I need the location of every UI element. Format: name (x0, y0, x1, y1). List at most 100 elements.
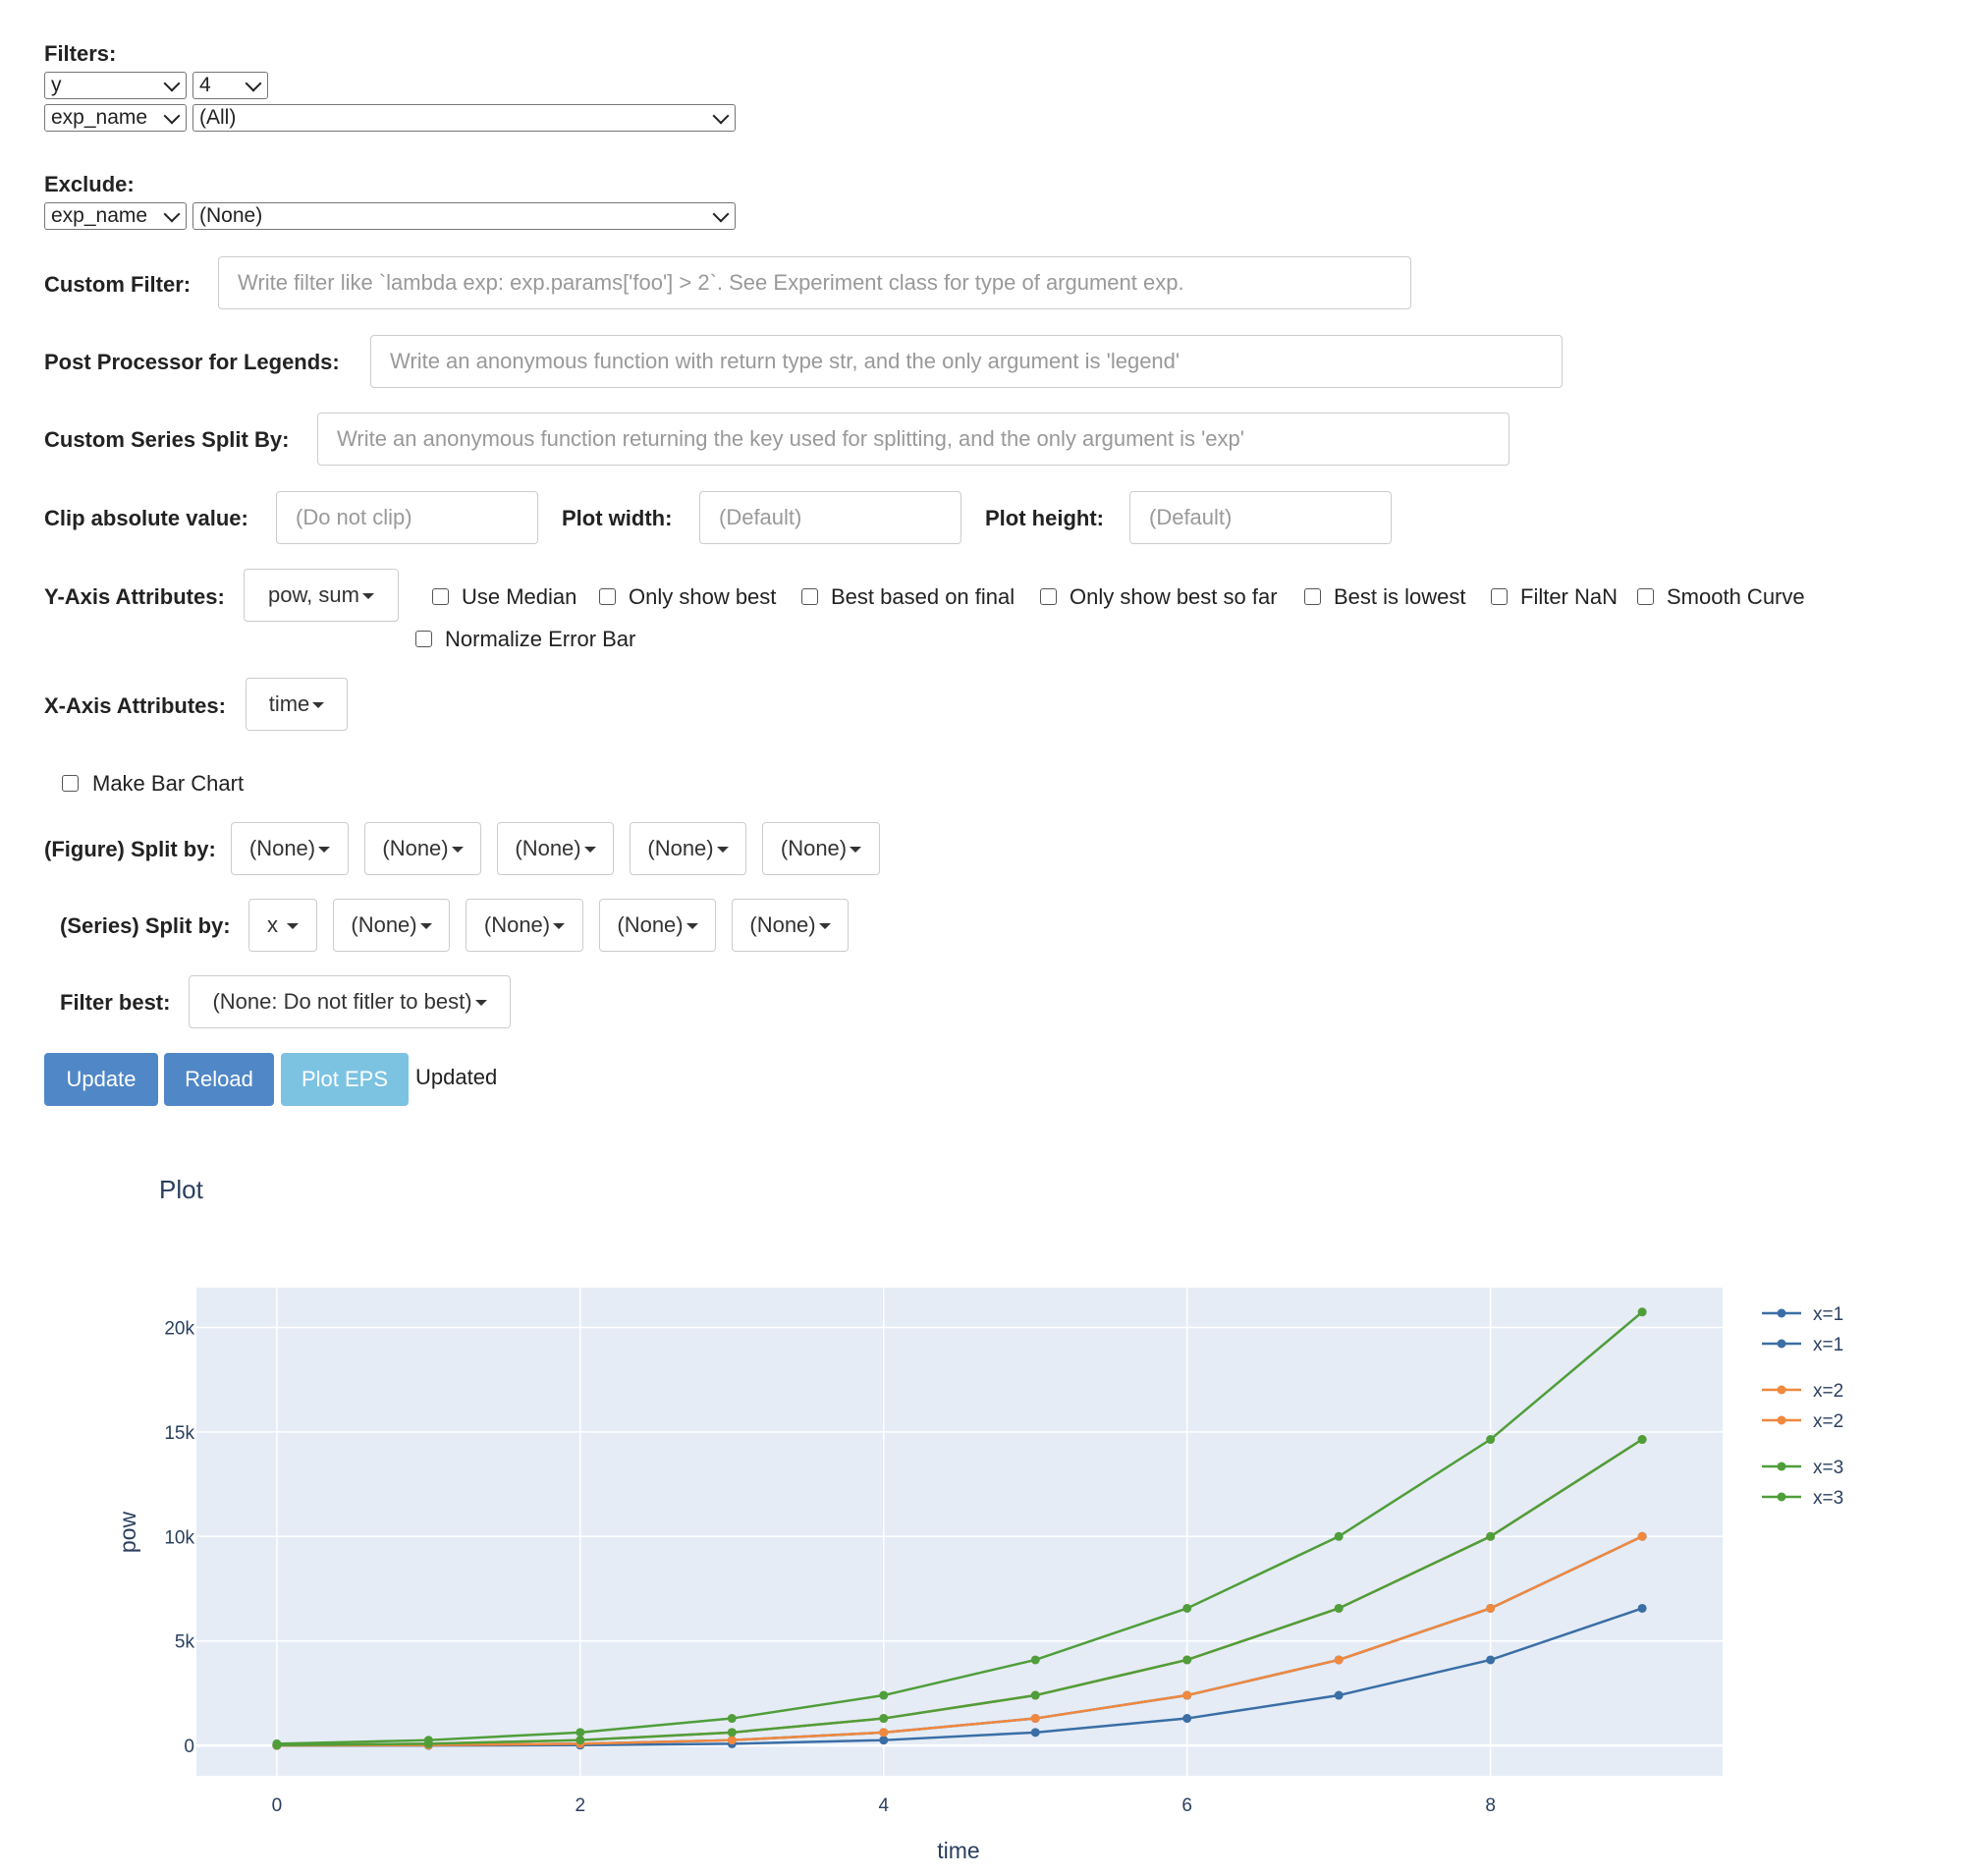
legend-marker (1777, 1492, 1786, 1502)
figure-split-value: (None) (382, 836, 449, 860)
exclude-key-select[interactable]: exp_name (44, 202, 187, 230)
series-line-5 (276, 1438, 1643, 1747)
filter-nan-checkbox[interactable] (1491, 588, 1508, 605)
chevron-down-icon (163, 75, 181, 92)
data-point (879, 1690, 889, 1700)
legend-marker (1777, 1415, 1786, 1425)
caret-down-icon (474, 1000, 487, 1007)
plot-height-input[interactable]: (Default) (1129, 491, 1392, 544)
data-point (1030, 1655, 1040, 1665)
series-split-dropdown-4[interactable]: (None) (599, 899, 716, 952)
filter-value-select-1[interactable]: 4 (192, 72, 268, 99)
caret-down-icon (583, 847, 596, 854)
figure-split-dropdown-3[interactable]: (None) (497, 822, 614, 875)
data-point (423, 1736, 433, 1745)
series-line-6 (276, 1310, 1643, 1745)
legend-item-label: x=2 (1813, 1411, 1843, 1432)
update-button[interactable]: Update (44, 1053, 158, 1106)
data-point (1486, 1603, 1496, 1613)
filter-nan-label: Filter NaN (1520, 584, 1619, 609)
filter-best-value: (None: Do not fitler to best) (212, 989, 472, 1014)
series-split-value: (None) (351, 912, 417, 937)
x-axis-dropdown[interactable]: time (246, 678, 348, 731)
figure-split-dropdown-4[interactable]: (None) (630, 822, 746, 875)
caret-down-icon (818, 923, 831, 930)
post-processor-input[interactable]: Write an anonymous function with return … (370, 335, 1563, 388)
best-is-lowest-label: Best is lowest (1334, 584, 1466, 609)
filter-best-dropdown[interactable]: (None: Do not fitler to best) (189, 975, 511, 1028)
y-axis-title: pow (115, 1512, 140, 1554)
data-point (1637, 1307, 1647, 1317)
ticks: 0 2 4 6 8 0 5k 10k 15k 20k (164, 1318, 1496, 1816)
series-split-dropdown-2[interactable]: (None) (333, 899, 450, 952)
exclude-value-select[interactable]: (None) (192, 202, 736, 230)
filter-value: 4 (199, 74, 211, 96)
y-axis-label: Y-Axis Attributes: (44, 584, 225, 609)
x-tick-label: 2 (576, 1795, 586, 1816)
normalize-error-bar-checkbox[interactable] (415, 631, 432, 647)
only-show-best-so-far-checkbox[interactable] (1040, 588, 1057, 605)
figure-split-dropdown-1[interactable]: (None) (231, 822, 349, 875)
filter-key-value: y (51, 74, 62, 96)
y-axis-dropdown[interactable]: pow, sum (244, 569, 399, 622)
data-point (1334, 1603, 1344, 1613)
best-is-lowest-checkbox[interactable] (1304, 588, 1321, 605)
custom-split-label: Custom Series Split By: (44, 427, 290, 452)
status-text: Updated (415, 1065, 498, 1089)
chevron-down-icon (245, 75, 262, 92)
caret-down-icon (553, 923, 566, 930)
data-point (1030, 1728, 1040, 1738)
data-point (576, 1736, 585, 1745)
data-point (1182, 1690, 1192, 1700)
data-point (1637, 1435, 1647, 1445)
legend-item-label: x=3 (1813, 1488, 1843, 1509)
series-split-label: (Series) Split by: (60, 913, 231, 938)
x-tick-label: 6 (1181, 1795, 1192, 1816)
x-tick-label: 8 (1485, 1795, 1496, 1816)
legend-marker (1777, 1339, 1786, 1349)
chevron-down-icon (712, 107, 730, 125)
clip-label: Clip absolute value: (44, 506, 248, 530)
custom-split-input[interactable]: Write an anonymous function returning th… (317, 413, 1509, 466)
plot-eps-button[interactable]: Plot EPS (281, 1053, 409, 1106)
series-split-dropdown-1[interactable]: x (248, 899, 317, 952)
series-split-value: (None) (617, 912, 684, 937)
data-point (1182, 1655, 1192, 1665)
figure-split-dropdown-5[interactable]: (None) (762, 822, 880, 875)
data-point (879, 1728, 889, 1738)
only-show-best-checkbox[interactable] (599, 588, 616, 605)
y-tick-label: 10k (164, 1527, 194, 1548)
data-point (1182, 1714, 1192, 1724)
data-point (1030, 1690, 1040, 1700)
plot-width-label: Plot width: (562, 506, 673, 530)
x-tick-label: 4 (878, 1795, 889, 1816)
best-based-on-final-label: Best based on final (831, 584, 1015, 609)
series-split-dropdown-5[interactable]: (None) (732, 899, 849, 952)
data-point (272, 1738, 282, 1748)
custom-filter-input[interactable]: Write filter like `lambda exp: exp.param… (218, 256, 1411, 309)
data-point (1030, 1714, 1040, 1724)
data-point (1486, 1655, 1496, 1665)
smooth-curve-checkbox[interactable] (1637, 588, 1654, 605)
best-based-on-final-checkbox[interactable] (801, 588, 818, 605)
series-split-dropdown-3[interactable]: (None) (466, 899, 583, 952)
data-point (727, 1728, 737, 1738)
exclude-label: Exclude: (44, 172, 135, 196)
data-point (879, 1714, 889, 1724)
smooth-curve-label: Smooth Curve (1667, 584, 1805, 609)
use-median-checkbox[interactable] (432, 588, 449, 605)
filter-value-select-2[interactable]: (All) (192, 104, 736, 132)
chevron-down-icon (712, 205, 730, 223)
filter-key-select-2[interactable]: exp_name (44, 104, 187, 132)
filters-label: Filters: (44, 41, 117, 66)
only-show-best-label: Only show best (629, 584, 777, 609)
legend-marker (1777, 1462, 1786, 1471)
x-axis-label: X-Axis Attributes: (44, 693, 226, 718)
reload-button[interactable]: Reload (164, 1053, 274, 1106)
clip-input[interactable]: (Do not clip) (276, 491, 538, 544)
make-bar-chart-checkbox[interactable] (62, 775, 79, 792)
filter-key-select-1[interactable]: y (44, 72, 187, 99)
x-tick-label: 0 (272, 1795, 283, 1816)
figure-split-dropdown-2[interactable]: (None) (364, 822, 481, 875)
plot-width-input[interactable]: (Default) (699, 491, 961, 544)
